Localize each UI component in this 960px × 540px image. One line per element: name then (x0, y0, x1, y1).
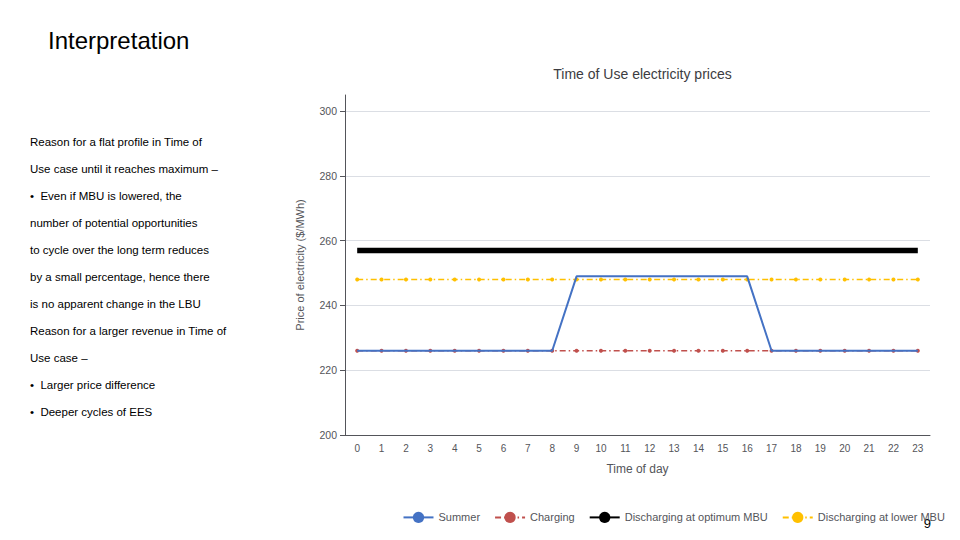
svg-text:• Larger price difference: • Larger price difference (30, 379, 155, 391)
svg-text:6: 6 (501, 443, 507, 454)
svg-text:4: 4 (452, 443, 458, 454)
svg-text:200: 200 (319, 429, 337, 441)
svg-text:15: 15 (717, 443, 729, 454)
svg-text:Reason for a flat profile in T: Reason for a flat profile in Time of (30, 136, 203, 148)
svg-text:220: 220 (319, 364, 337, 376)
svg-text:Discharging at optimum MBU: Discharging at optimum MBU (625, 511, 768, 523)
svg-text:5: 5 (476, 443, 482, 454)
svg-text:11: 11 (620, 443, 631, 454)
svg-text:Charging: Charging (530, 511, 575, 523)
svg-text:Summer: Summer (439, 511, 481, 523)
svg-text:21: 21 (864, 443, 876, 454)
svg-text:23: 23 (912, 443, 924, 454)
svg-text:Use case –: Use case – (30, 352, 88, 364)
svg-text:20: 20 (839, 443, 851, 454)
svg-text:280: 280 (319, 170, 337, 182)
svg-text:• Even if MBU is lowered, the: • Even if MBU is lowered, the (30, 190, 182, 202)
svg-text:17: 17 (766, 443, 778, 454)
svg-text:Use case until it reaches maxi: Use case until it reaches maximum – (30, 163, 219, 175)
svg-text:to cycle over the long term re: to cycle over the long term reduces (30, 244, 209, 256)
svg-text:19: 19 (815, 443, 827, 454)
svg-text:Interpretation: Interpretation (48, 27, 189, 54)
svg-text:2: 2 (403, 443, 409, 454)
svg-text:0: 0 (354, 443, 360, 454)
svg-text:16: 16 (742, 443, 754, 454)
svg-text:14: 14 (693, 443, 705, 454)
svg-text:8: 8 (549, 443, 555, 454)
svg-text:7: 7 (525, 443, 531, 454)
svg-text:Price of electricity ($/MWh): Price of electricity ($/MWh) (294, 199, 306, 330)
svg-text:9: 9 (574, 443, 580, 454)
svg-text:300: 300 (319, 105, 337, 117)
svg-text:Time of day: Time of day (606, 462, 668, 476)
svg-text:• Deeper cycles of EES: • Deeper cycles of EES (30, 406, 153, 418)
svg-text:13: 13 (669, 443, 681, 454)
svg-text:260: 260 (319, 235, 337, 247)
svg-text:3: 3 (428, 443, 434, 454)
svg-text:Reason for a larger revenue in: Reason for a larger revenue in Time of (30, 325, 227, 337)
svg-text:by a small percentage, hence t: by a small percentage, hence there (30, 271, 210, 283)
svg-text:Time of Use electricity prices: Time of Use electricity prices (553, 66, 731, 82)
svg-text:12: 12 (644, 443, 656, 454)
svg-text:22: 22 (888, 443, 900, 454)
svg-text:18: 18 (790, 443, 802, 454)
svg-text:is no apparent change in the L: is no apparent change in the LBU (30, 298, 201, 310)
svg-text:9: 9 (923, 516, 931, 531)
svg-text:240: 240 (319, 299, 337, 311)
svg-text:1: 1 (379, 443, 385, 454)
svg-text:Discharging at lower MBU: Discharging at lower MBU (818, 511, 945, 523)
svg-text:10: 10 (595, 443, 607, 454)
svg-text:number of potential opportunit: number of potential opportunities (30, 217, 198, 229)
